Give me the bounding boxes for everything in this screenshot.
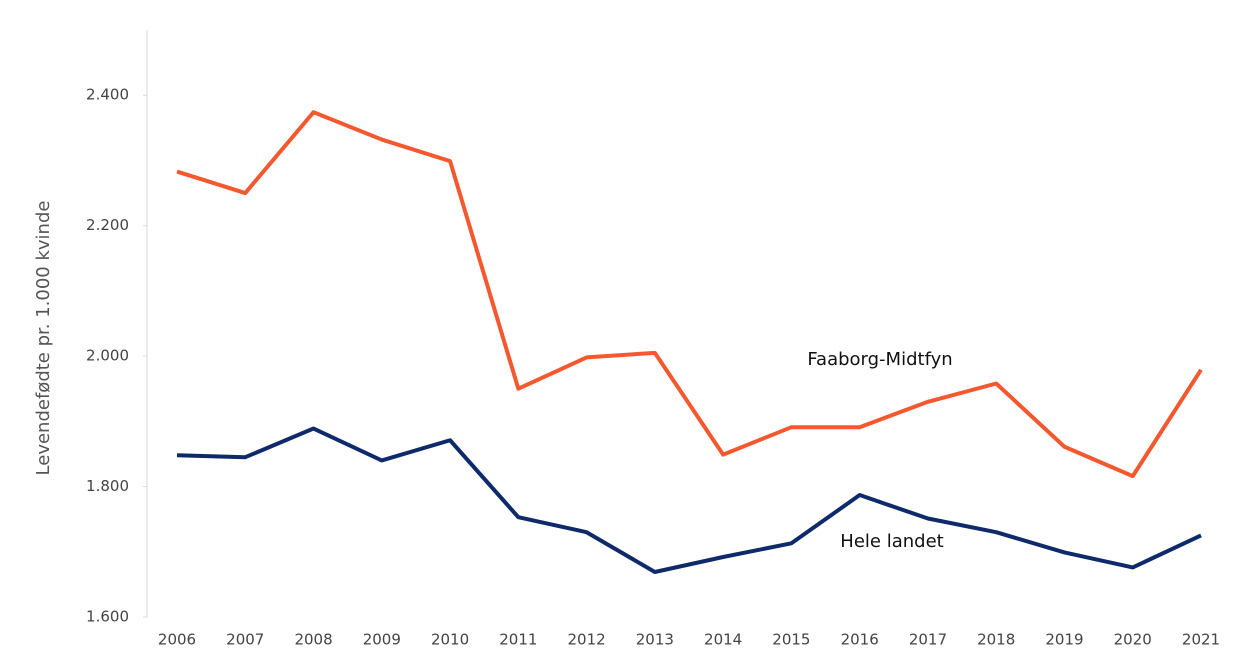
series-label: Hele landet xyxy=(840,531,943,552)
x-tick-label: 2020 xyxy=(1114,631,1152,649)
y-tick-label: 2.000 xyxy=(86,347,129,365)
x-tick-label: 2006 xyxy=(158,631,196,649)
x-tick-label: 2021 xyxy=(1182,631,1220,649)
series-label: Faaborg-Midtfyn xyxy=(807,349,952,370)
y-tick-label: 2.200 xyxy=(86,216,129,234)
x-tick-label: 2018 xyxy=(977,631,1015,649)
series-line xyxy=(176,110,1203,479)
x-tick-label: 2011 xyxy=(499,631,537,649)
x-tick-label: 2014 xyxy=(704,631,742,649)
x-tick-label: 2010 xyxy=(431,631,469,649)
x-tick-label: 2017 xyxy=(909,631,947,649)
y-tick-label: 1.800 xyxy=(86,477,129,495)
x-tick-label: 2016 xyxy=(841,631,879,649)
y-tick-label: 2.400 xyxy=(86,86,129,104)
x-tick-label: 2019 xyxy=(1045,631,1083,649)
y-tick-label: 1.600 xyxy=(86,608,129,626)
x-tick-label: 2007 xyxy=(226,631,264,649)
y-axis-label: Levendefødte pr. 1.000 kvinde xyxy=(33,201,54,476)
x-tick-label: 2009 xyxy=(363,631,401,649)
x-tick-label: 2012 xyxy=(568,631,606,649)
series-line xyxy=(176,426,1202,574)
x-tick-label: 2013 xyxy=(636,631,674,649)
x-tick-label: 2015 xyxy=(772,631,810,649)
x-tick-label: 2008 xyxy=(294,631,332,649)
